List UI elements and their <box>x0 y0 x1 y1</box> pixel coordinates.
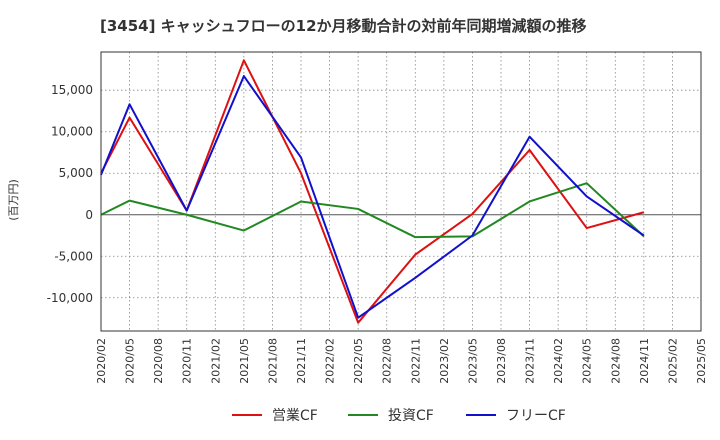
x-tick-label: 2023/08 <box>495 338 508 384</box>
series-line-フリーCF <box>100 75 645 319</box>
series-line-投資CF <box>100 182 645 239</box>
y-tick-label: 0 <box>85 208 93 222</box>
x-tick-label: 2023/11 <box>524 338 537 384</box>
x-tick-label: 2025/05 <box>695 338 708 384</box>
legend-label-フリーCF: フリーCF <box>506 408 566 424</box>
x-tick-label: 2023/05 <box>466 338 479 384</box>
y-axis-label: (百万円) <box>7 179 20 221</box>
x-tick-label: 2020/02 <box>95 338 108 384</box>
x-tick-label: 2022/05 <box>352 338 365 384</box>
y-tick-labels: 15,000 10,000 5,000 0 -5,000 -10,000 <box>47 83 93 305</box>
plot-background <box>101 52 701 331</box>
legend-label-営業CF: 営業CF <box>272 408 318 424</box>
gridlines <box>101 52 701 331</box>
x-tick-label: 2024/08 <box>609 338 622 384</box>
y-tick-label: 5,000 <box>59 166 93 180</box>
legend: 営業CF 投資CF フリーCF <box>232 408 566 424</box>
plot-area <box>101 52 701 331</box>
y-tick-label: 10,000 <box>51 125 93 139</box>
x-tick-label: 2020/05 <box>124 338 137 384</box>
y-tick-label: 15,000 <box>51 83 93 97</box>
series-lines <box>100 59 645 324</box>
x-tick-label: 2024/05 <box>581 338 594 384</box>
x-tick-label: 2021/02 <box>209 338 222 384</box>
x-tick-label: 2020/08 <box>152 338 165 384</box>
x-tick-label: 2024/11 <box>638 338 651 384</box>
x-tick-label: 2024/02 <box>552 338 565 384</box>
series-line-営業CF <box>100 59 645 324</box>
y-tick-label: -10,000 <box>47 291 93 305</box>
y-tick-label: -5,000 <box>54 249 93 263</box>
legend-label-投資CF: 投資CF <box>388 408 434 424</box>
x-tick-label: 2022/08 <box>381 338 394 384</box>
plot-border <box>100 51 702 332</box>
x-tick-label: 2021/08 <box>266 338 279 384</box>
x-tick-label: 2022/02 <box>324 338 337 384</box>
plot-frame <box>100 51 702 332</box>
x-tick-labels: 2020/02 2020/05 2020/08 2020/11 2021/02 2021/… <box>95 338 708 384</box>
x-tick-label: 2022/11 <box>409 338 422 384</box>
chart-title: [3454] キャッシュフローの12か月移動合計の対前年同期増減額の推移 <box>100 17 587 35</box>
x-tick-label: 2020/11 <box>181 338 194 384</box>
x-tick-label: 2025/02 <box>666 338 679 384</box>
x-tick-label: 2021/05 <box>238 338 251 384</box>
x-tick-label: 2021/11 <box>295 338 308 384</box>
x-tick-label: 2023/02 <box>438 338 451 384</box>
